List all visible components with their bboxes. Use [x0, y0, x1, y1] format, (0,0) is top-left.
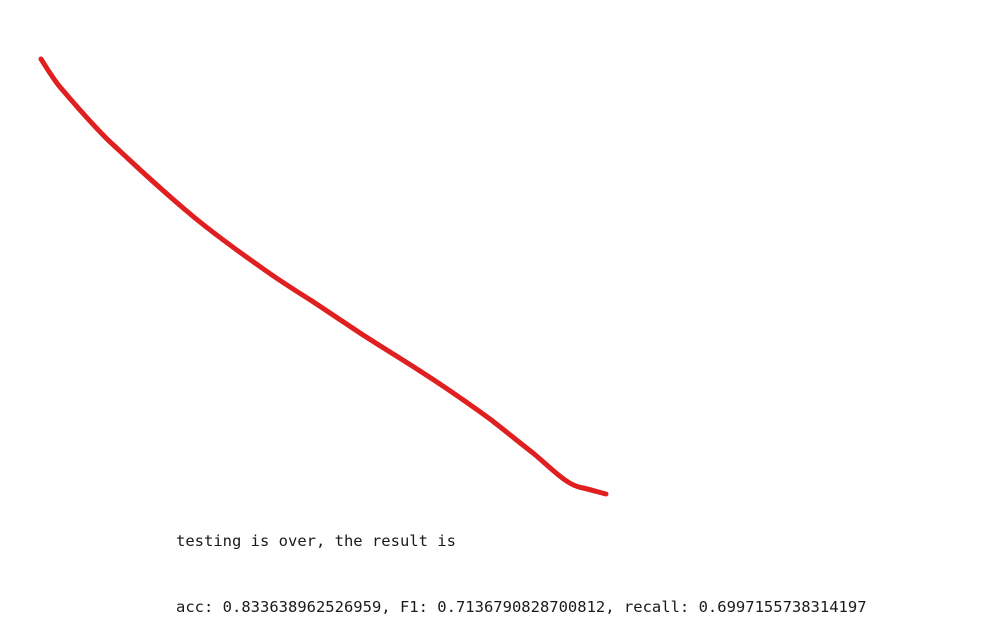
console-output: testing is over, the result is acc: 0.83…	[176, 486, 867, 640]
annotation-canvas	[38, 56, 609, 497]
red-annotation-stroke	[38, 56, 609, 497]
console-status-line: testing is over, the result is	[176, 532, 456, 550]
console-metrics-line: acc: 0.833638962526959, F1: 0.7136790828…	[176, 598, 867, 616]
